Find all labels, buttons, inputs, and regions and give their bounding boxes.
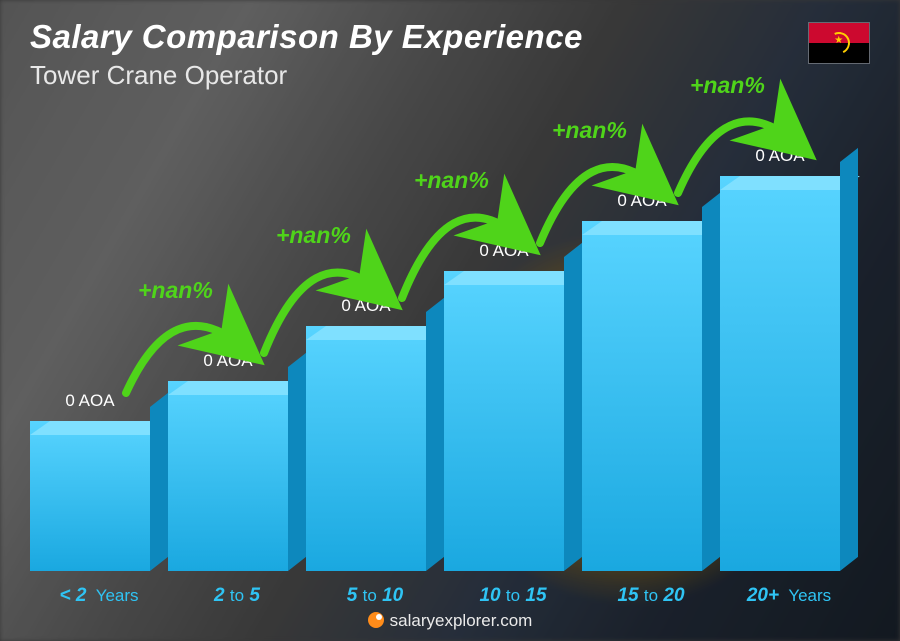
bar	[444, 271, 564, 571]
country-flag-angola: ★	[808, 22, 870, 64]
bar-column: 0 AOA15 to 20	[582, 191, 702, 571]
chart-container: Salary Comparison By Experience Tower Cr…	[0, 0, 900, 641]
bar-column: 0 AOA< 2 Years	[30, 391, 150, 571]
bar-column: 0 AOA2 to 5	[168, 351, 288, 571]
logo-icon	[368, 612, 384, 628]
bar-column: 0 AOA5 to 10	[306, 296, 426, 571]
bar-value-label: 0 AOA	[755, 146, 804, 166]
bar	[582, 221, 702, 571]
footer-site: salaryexplorer.com	[390, 611, 533, 630]
category-label: 10 to 15	[444, 585, 582, 607]
category-label: 20+ Years	[720, 585, 858, 607]
bar-value-label: 0 AOA	[65, 391, 114, 411]
footer: salaryexplorer.com	[0, 611, 900, 631]
category-label: 5 to 10	[306, 585, 444, 607]
bar	[168, 381, 288, 571]
bar-chart: 0 AOA< 2 Years0 AOA2 to 50 AOA5 to 100 A…	[30, 111, 840, 571]
chart-title: Salary Comparison By Experience	[30, 18, 870, 56]
bar	[720, 176, 840, 571]
bar-column: 0 AOA10 to 15	[444, 241, 564, 571]
bar	[306, 326, 426, 571]
bar-value-label: 0 AOA	[341, 296, 390, 316]
chart-subtitle: Tower Crane Operator	[30, 60, 870, 91]
category-label: 15 to 20	[582, 585, 720, 607]
bar	[30, 421, 150, 571]
bar-column: 0 AOA20+ Years	[720, 146, 840, 571]
bar-value-label: 0 AOA	[203, 351, 252, 371]
bar-value-label: 0 AOA	[617, 191, 666, 211]
category-label: 2 to 5	[168, 585, 306, 607]
bar-value-label: 0 AOA	[479, 241, 528, 261]
category-label: < 2 Years	[30, 585, 168, 607]
